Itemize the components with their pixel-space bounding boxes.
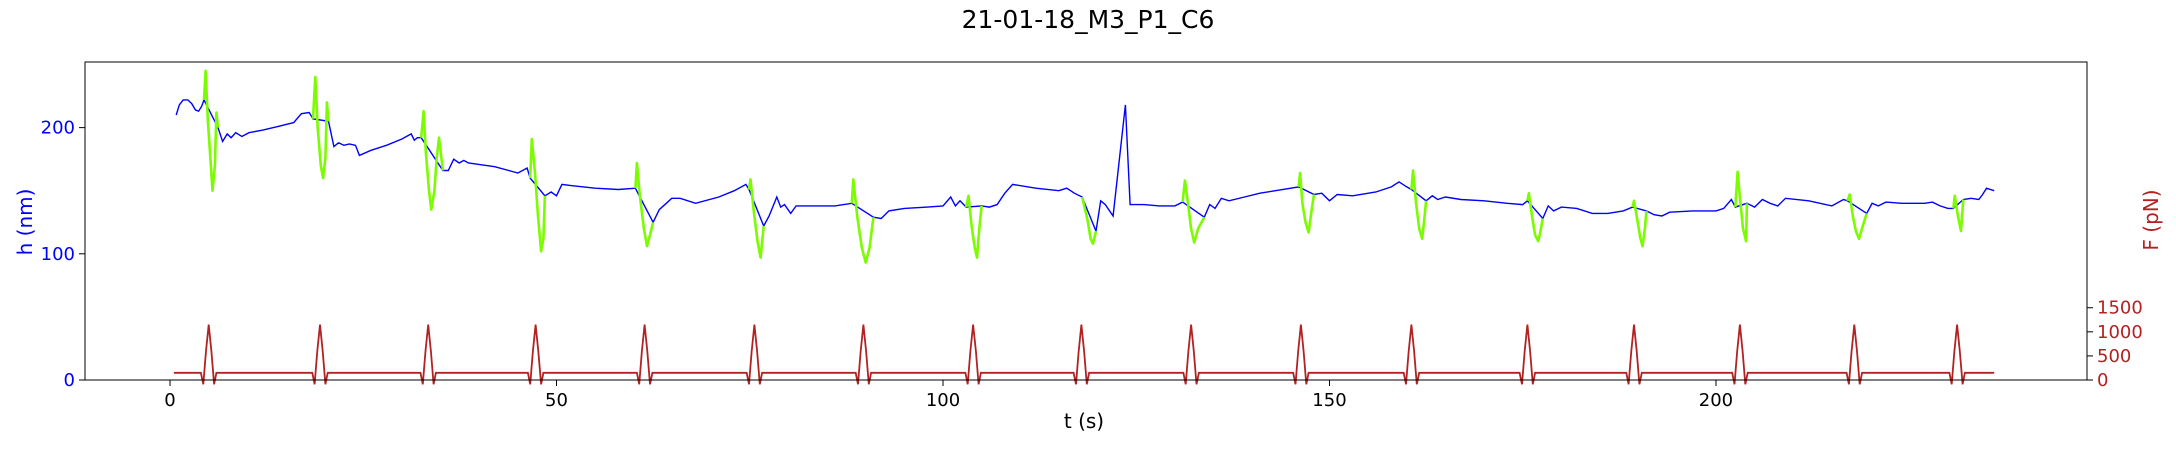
force-series-group: [173, 324, 1995, 385]
series-force-line: [173, 324, 1995, 385]
y-axis-right: 0 500 1000 1500: [2087, 298, 2143, 391]
series-contact-segment-5: [634, 161, 655, 248]
x-tick-label-200: 200: [1699, 390, 1733, 411]
series-contact-segment-3: [419, 109, 445, 211]
plot-area: [84, 61, 2088, 385]
series-contact-segment-9: [1080, 196, 1098, 245]
x-axis-label: t (s): [1064, 409, 1104, 433]
x-tick-label-0: 0: [164, 390, 175, 411]
series-contact-segment-1: [202, 69, 220, 192]
x-axis: 0 50 100 150 200: [164, 380, 1733, 411]
series-contact-segment-14: [1631, 199, 1648, 248]
series-contact-segment-7: [850, 178, 875, 264]
height-series-group: [175, 98, 1995, 234]
y-axis-right-label: F (pN): [2139, 189, 2163, 250]
series-contact-segment-6: [747, 178, 765, 259]
y-right-tick-label-0: 0: [2097, 370, 2108, 391]
series-contact-segment-4: [528, 137, 547, 253]
y-right-tick-label-1000: 1000: [2097, 322, 2143, 343]
x-tick-label-150: 150: [1312, 390, 1346, 411]
axes-frame: [84, 61, 2088, 381]
series-contact-segment-8: [964, 194, 983, 259]
series-contact-segment-13: [1526, 191, 1545, 243]
y-axis-left: 0 100 200: [41, 118, 85, 391]
contact-series-group: [202, 69, 1965, 264]
series-contact-segment-15: [1734, 170, 1749, 243]
series-contact-segment-10: [1181, 179, 1206, 244]
y-left-tick-label-200: 200: [41, 118, 75, 139]
y-right-tick-label-500: 500: [2097, 346, 2131, 367]
series-height-line: [175, 98, 1995, 234]
y-axis-left-label: h (nm): [13, 189, 37, 256]
series-contact-segment-2: [311, 75, 330, 180]
series-contact-segment-17: [1952, 194, 1965, 233]
x-tick-label-100: 100: [926, 390, 960, 411]
series-contact-segment-11: [1297, 171, 1316, 234]
chart-title: 21-01-18_M3_P1_C6: [962, 5, 1215, 34]
series-contact-segment-16: [1846, 193, 1868, 240]
series-contact-segment-12: [1410, 169, 1428, 240]
y-left-tick-label-100: 100: [41, 244, 75, 265]
x-tick-label-50: 50: [545, 390, 568, 411]
y-right-tick-label-1500: 1500: [2097, 298, 2143, 319]
y-left-tick-label-0: 0: [64, 370, 75, 391]
